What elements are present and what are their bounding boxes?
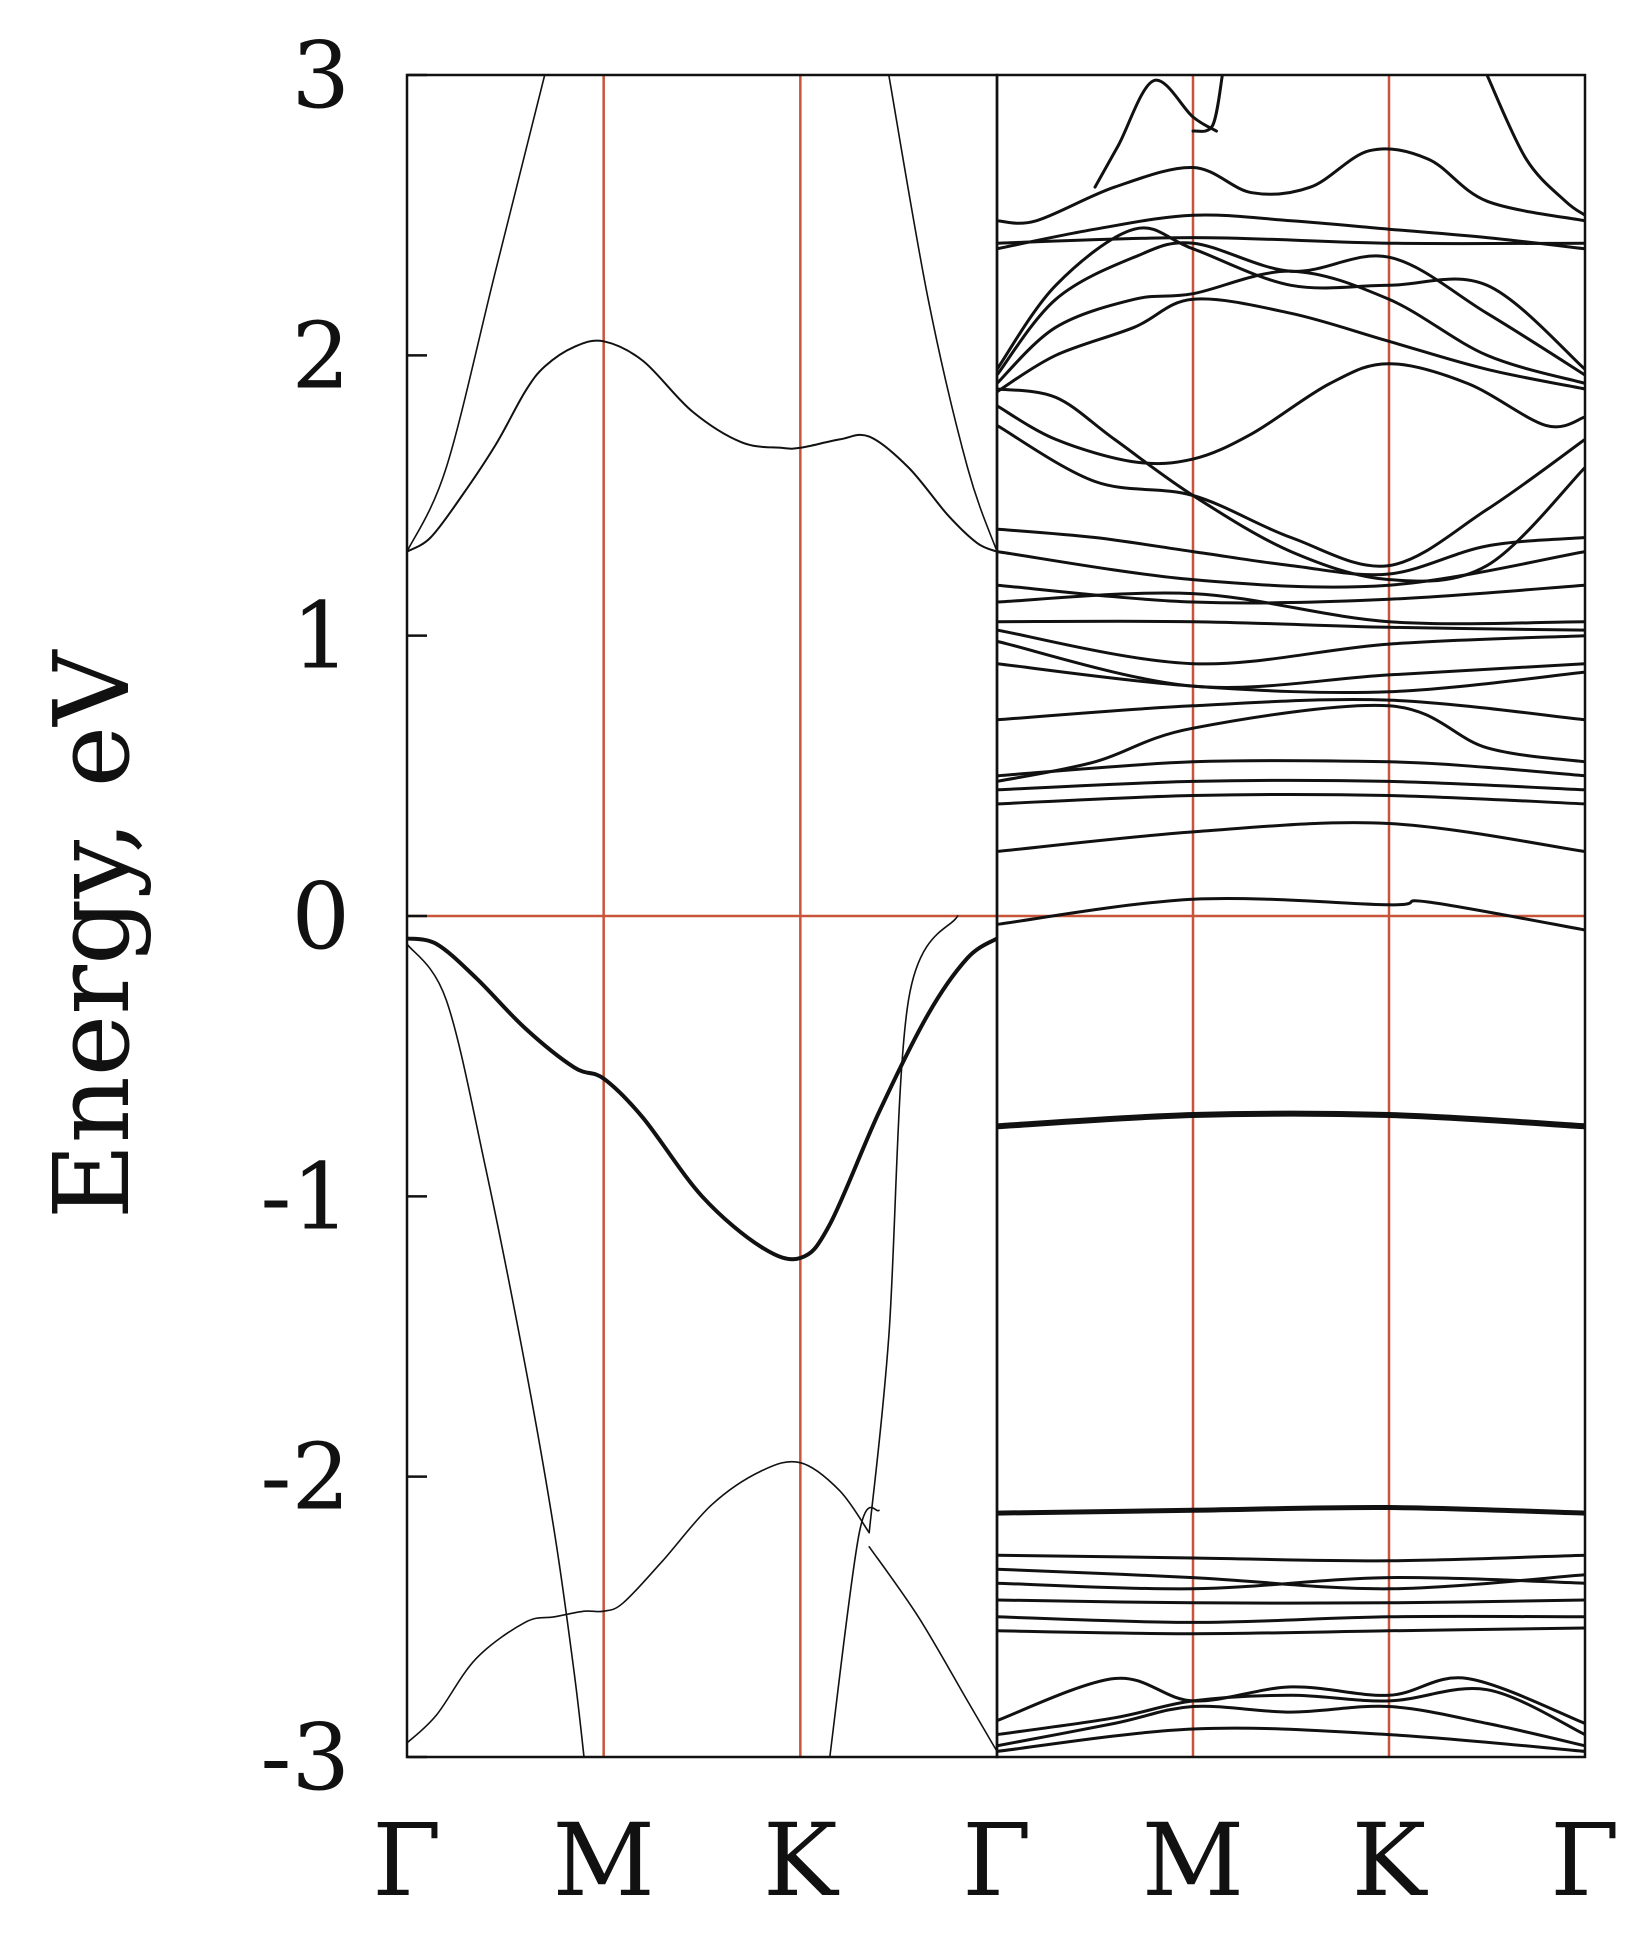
right-band-line-4	[997, 1553, 1585, 1563]
right-band-line-30	[997, 387, 1585, 583]
right-band-line-21	[997, 639, 1585, 689]
right-band-line-20	[997, 662, 1585, 694]
right-bands	[997, 75, 1585, 1753]
left-band-line-5	[407, 943, 585, 1757]
y-axis-title: Energy, eV	[31, 649, 153, 1219]
right-x-tick-label: Γ	[1550, 1802, 1619, 1919]
right-band-line-28	[997, 423, 1585, 568]
right-plot-frame	[995, 73, 1587, 1759]
right-band-line-15	[997, 792, 1585, 806]
right-band-line-27	[997, 527, 1585, 577]
right-band-line-8	[997, 1614, 1585, 1624]
y-tick-label: -3	[260, 1704, 350, 1811]
right-band-line-40	[1485, 75, 1585, 217]
left-band-line-4	[888, 75, 997, 553]
left-x-tick-label: Γ	[962, 1802, 1031, 1919]
left-bands	[407, 75, 997, 1757]
left-x-tick-label: K	[763, 1802, 840, 1919]
right-band-line-16	[997, 778, 1585, 792]
right-band-line-26	[997, 550, 1585, 589]
right-band-line-3	[997, 1504, 1585, 1516]
right-band-line-23	[997, 619, 1585, 632]
right-band-line-32	[997, 269, 1585, 385]
y-tick-label: 2	[291, 302, 350, 409]
y-tick-label: 0	[291, 863, 350, 970]
right-band-line-33	[997, 241, 1585, 377]
left-band-line-3	[407, 75, 546, 553]
y-tick-label: -2	[260, 1424, 350, 1531]
y-tick-label: -1	[260, 1143, 350, 1250]
left-grid-lines	[407, 75, 997, 1757]
left-band-line-7	[407, 1460, 870, 1744]
right-band-line-11	[997, 1687, 1585, 1737]
right-band-line-19	[997, 697, 1585, 722]
right-band-line-10	[997, 1676, 1585, 1725]
right-x-tick-label: M	[1142, 1802, 1244, 1919]
right-band-line-14	[997, 821, 1585, 853]
right-band-line-1	[997, 896, 1585, 932]
right-band-line-22	[997, 628, 1585, 666]
right-band-line-29	[997, 362, 1585, 466]
right-band-line-35	[997, 213, 1585, 251]
right-band-line-25	[997, 583, 1585, 605]
right-band-line-37	[997, 236, 1585, 246]
right-band-line-7	[997, 1598, 1585, 1605]
right-band-line-39	[1191, 75, 1224, 133]
left-band-line-1	[407, 936, 997, 1262]
right-band-line-34	[997, 226, 1585, 371]
left-band-line-9	[868, 915, 959, 1534]
right-band-line-31	[997, 297, 1585, 394]
right-band-line-12	[997, 1704, 1585, 1748]
y-tick-label: 1	[291, 583, 350, 690]
right-band-line-24	[997, 591, 1585, 626]
right-band-line-38	[1093, 78, 1218, 189]
y-tick-label: 3	[291, 22, 350, 129]
right-band-line-18	[997, 703, 1585, 783]
left-band-line-2	[407, 339, 997, 553]
right-x-tick-label: K	[1352, 1802, 1429, 1919]
left-band-line-8	[868, 1546, 997, 1753]
right-band-line-9	[997, 1626, 1585, 1636]
right-band-line-6	[997, 1576, 1585, 1591]
right-band-line-17	[997, 759, 1585, 778]
left-x-tick-label: M	[552, 1802, 654, 1919]
right-band-line-2	[997, 1110, 1585, 1130]
right-band-line-13	[997, 1726, 1585, 1753]
right-band-line-36	[997, 147, 1585, 225]
left-y-ticks: 3 2 1 0 -1 -2 -3	[260, 22, 427, 1811]
left-x-tick-label: Γ	[372, 1802, 441, 1919]
right-grid-lines	[997, 75, 1585, 1757]
